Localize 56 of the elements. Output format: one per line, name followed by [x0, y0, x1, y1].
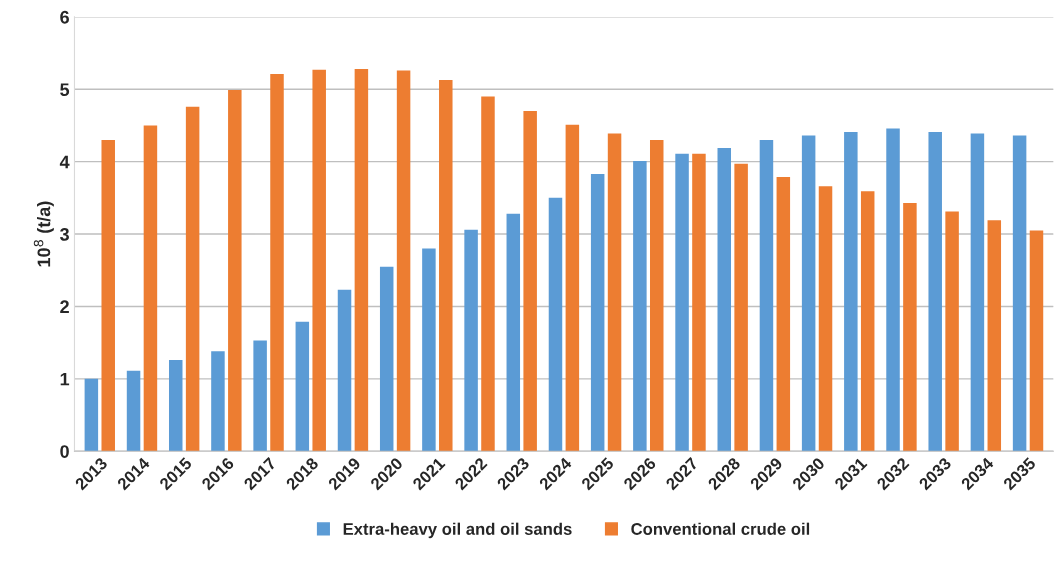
bar: [970, 133, 985, 452]
bar: [523, 111, 537, 452]
y-tick-label: 0: [60, 445, 69, 458]
bar: [270, 74, 284, 452]
bar: [818, 186, 833, 452]
bar: [228, 90, 242, 452]
bar: [396, 70, 411, 452]
bar: [886, 128, 900, 452]
bar: [928, 132, 942, 452]
bar: [101, 139, 115, 452]
y-tick-label: 6: [60, 10, 69, 24]
bar: [633, 160, 647, 452]
bar: [464, 229, 478, 452]
bar: [84, 378, 99, 452]
bar: [548, 197, 563, 452]
bar: [675, 153, 689, 452]
bar: [481, 96, 495, 452]
bar: [565, 124, 580, 452]
bar: [126, 370, 141, 452]
bar: [312, 69, 326, 452]
bar: [211, 351, 225, 452]
bar: [860, 191, 875, 452]
bar: [337, 289, 352, 452]
bar: [354, 69, 369, 452]
bar: [692, 153, 706, 452]
bar: [607, 133, 622, 452]
bar: [717, 147, 731, 452]
bar: [945, 211, 959, 452]
bar: [903, 202, 917, 452]
bar: [590, 173, 605, 452]
bar: [143, 125, 158, 452]
bar: [422, 248, 436, 452]
y-tick-label: 4: [59, 155, 70, 169]
y-axis-title: 10$^{8}$ (t/a): [33, 201, 54, 267]
legend-label: Conventional crude oil: [631, 522, 810, 535]
bar: [987, 220, 1002, 452]
bar: [759, 139, 774, 452]
bar: [801, 135, 816, 452]
bar: [1029, 230, 1044, 452]
bar: [168, 360, 183, 452]
bar: [649, 139, 664, 452]
y-tick-label: 3: [59, 227, 69, 241]
bar: [734, 163, 748, 452]
y-tick-label: 5: [60, 83, 70, 97]
bar: [506, 213, 521, 452]
bar: [295, 321, 310, 452]
bar: [253, 340, 267, 452]
y-tick-label: 2: [60, 300, 69, 313]
legend-label: Extra-heavy oil and oil sands: [343, 522, 572, 539]
bar: [1012, 135, 1027, 452]
bar: [439, 79, 453, 452]
bar: [185, 106, 200, 452]
bar: [844, 132, 858, 452]
bar: [379, 266, 394, 452]
bar: [776, 176, 791, 452]
y-tick-label: 1: [60, 372, 70, 386]
